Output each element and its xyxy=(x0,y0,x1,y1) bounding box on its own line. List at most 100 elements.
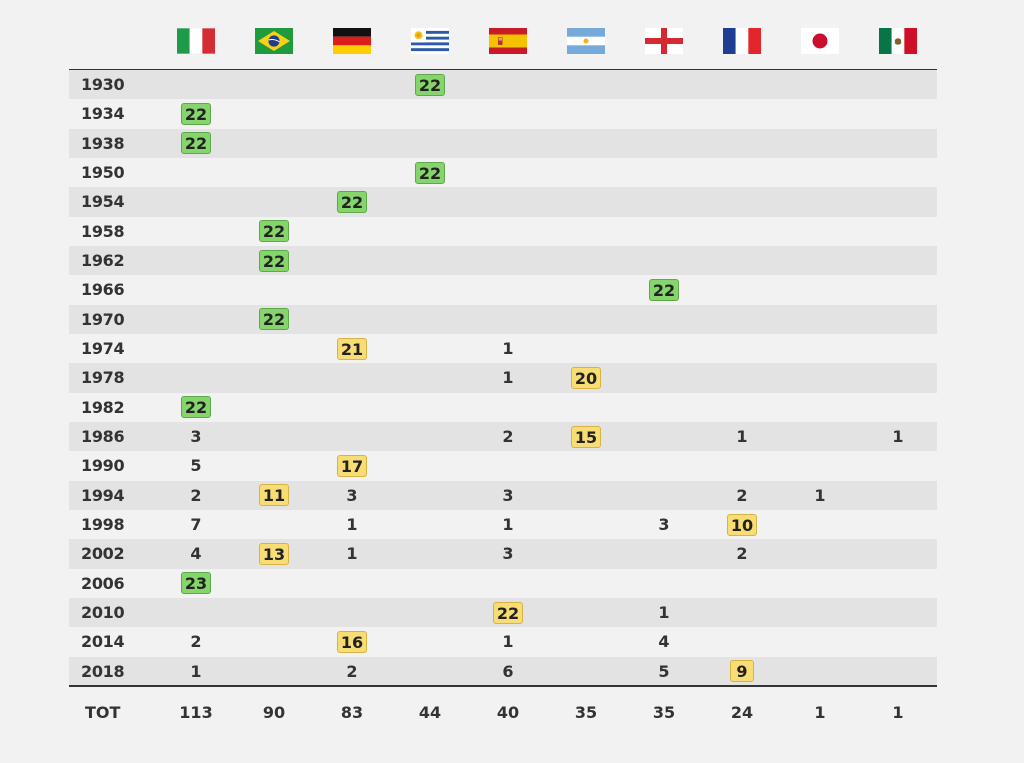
table-cell: 2 xyxy=(322,657,382,686)
table-row: 1958 22 xyxy=(69,217,937,246)
year-label: 2014 xyxy=(81,632,125,652)
year-label: 1990 xyxy=(81,456,125,476)
table-row: 2018 1 2 6 5 9 xyxy=(69,656,937,686)
year-label: 1958 xyxy=(81,221,125,241)
japan-flag-icon xyxy=(801,28,839,54)
cell-value: 4 xyxy=(190,544,202,564)
highlight-badge: 17 xyxy=(336,454,368,477)
table-cell: 3 xyxy=(634,510,694,539)
table-cell: 1 xyxy=(322,539,382,568)
winner-badge: 22 xyxy=(648,278,680,301)
table-cell: 15 xyxy=(556,422,616,451)
table-cell: 1 xyxy=(478,510,538,539)
highlight-badge: 9 xyxy=(730,660,754,683)
cell-value: 1 xyxy=(502,339,514,359)
table-cell: 3 xyxy=(166,422,226,451)
total-value: 1 xyxy=(814,703,826,722)
mexico-flag-icon xyxy=(879,28,917,54)
table-cell: 22 xyxy=(478,598,538,627)
year-label: 2006 xyxy=(81,573,125,593)
table-cell: 5 xyxy=(634,657,694,686)
year-label: 1962 xyxy=(81,250,125,270)
year-label: 1986 xyxy=(81,426,125,446)
totals-label: TOT xyxy=(85,703,121,722)
table-row: 1970 22 xyxy=(69,304,937,334)
total-value: 40 xyxy=(496,703,520,722)
total-value: 90 xyxy=(262,703,286,722)
table-cell: 2 xyxy=(166,627,226,656)
argentina-flag-icon xyxy=(567,28,605,54)
table-row: 2002 4 13 1 3 2 xyxy=(69,539,937,569)
highlight-badge: 21 xyxy=(336,337,368,360)
year-label: 1994 xyxy=(81,485,125,505)
table-top-rule xyxy=(69,69,937,71)
year-label: 1966 xyxy=(81,280,125,300)
table-row: 1934 22 xyxy=(69,99,937,128)
cell-value: 6 xyxy=(502,661,514,681)
table-cell: 1 xyxy=(634,598,694,627)
table-cell: 1 xyxy=(478,334,538,363)
table-cell: 2 xyxy=(712,539,772,568)
total-value: 35 xyxy=(652,703,676,722)
uruguay-flag-icon xyxy=(411,28,449,54)
cell-value: 2 xyxy=(736,544,748,564)
winner-badge: 22 xyxy=(180,132,212,155)
total-value: 24 xyxy=(730,703,754,722)
flag-header-row xyxy=(0,0,1024,70)
table-row: 1962 22 xyxy=(69,245,937,276)
table-cell: 22 xyxy=(166,129,226,158)
table-row: 1982 22 xyxy=(69,393,937,422)
cell-value: 3 xyxy=(190,427,202,447)
winner-badge: 22 xyxy=(336,190,368,213)
cell-value: 2 xyxy=(190,485,202,505)
year-label: 1954 xyxy=(81,192,125,212)
table-cell: 4 xyxy=(166,539,226,568)
table-row: 1930 22 xyxy=(69,70,937,100)
highlight-badge: 11 xyxy=(258,484,290,507)
table-cell: 1 xyxy=(478,363,538,392)
table-cell: 3 xyxy=(322,481,382,510)
table-cell: 4 xyxy=(634,627,694,656)
table-row: 1950 22 xyxy=(69,158,937,187)
table-cell: 9 xyxy=(712,657,772,686)
table-cell: 11 xyxy=(244,481,304,510)
table-cell: 2 xyxy=(478,422,538,451)
italy-flag-icon xyxy=(177,28,215,54)
winner-badge: 22 xyxy=(180,102,212,125)
table-cell: 10 xyxy=(712,510,772,539)
table-row: 2006 23 xyxy=(69,569,937,598)
highlight-badge: 16 xyxy=(336,630,368,653)
total-value: 83 xyxy=(340,703,364,722)
year-label: 1950 xyxy=(81,162,125,182)
table-row: 1966 22 xyxy=(69,275,937,304)
year-label: 2018 xyxy=(81,661,125,681)
cell-value: 1 xyxy=(892,427,904,447)
table-cell: 17 xyxy=(322,451,382,480)
table-row: 1938 22 xyxy=(69,128,937,158)
year-label: 1978 xyxy=(81,368,125,388)
year-label: 1970 xyxy=(81,309,125,329)
table-cell: 1 xyxy=(478,627,538,656)
table-cell: 22 xyxy=(322,187,382,216)
table-cell: 1 xyxy=(790,481,850,510)
total-value: 35 xyxy=(574,703,598,722)
year-label: 1934 xyxy=(81,104,125,124)
table-cell: 1 xyxy=(712,422,772,451)
table-row: 1978 1 20 xyxy=(69,363,937,393)
table-cell: 1 xyxy=(322,510,382,539)
table-row: 1994 2 11 3 3 2 1 xyxy=(69,480,937,510)
table-cell: 13 xyxy=(244,539,304,568)
year-label: 2010 xyxy=(81,602,125,622)
highlight-badge: 10 xyxy=(726,513,758,536)
year-label: 1998 xyxy=(81,514,125,534)
table-cell: 16 xyxy=(322,627,382,656)
cell-value: 1 xyxy=(502,632,514,652)
table-row: 1990 5 17 xyxy=(69,451,937,480)
table-row: 2010 22 1 xyxy=(69,597,937,628)
winner-badge: 22 xyxy=(258,249,290,272)
year-label: 1982 xyxy=(81,397,125,417)
table-cell: 5 xyxy=(166,451,226,480)
table-row: 1986 3 2 15 1 1 xyxy=(69,421,937,452)
table-row: 1954 22 xyxy=(69,187,937,217)
france-flag-icon xyxy=(723,28,761,54)
